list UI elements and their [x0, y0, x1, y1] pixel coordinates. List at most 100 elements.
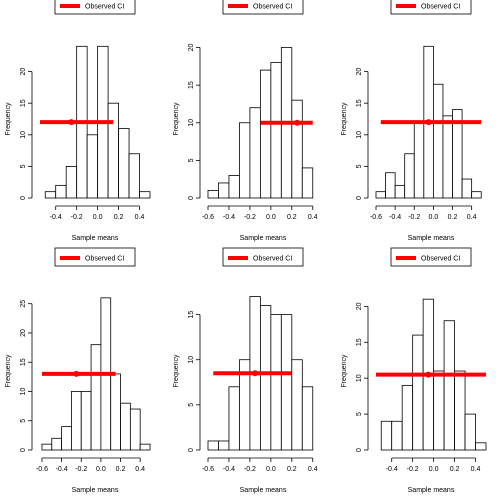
ci-estimate [252, 370, 259, 377]
ci-estimate [425, 371, 432, 378]
x-tick-label: -0.2 [75, 466, 87, 473]
x-tick-label: -0.4 [389, 214, 401, 221]
ci-estimate [68, 119, 75, 126]
bar [280, 314, 293, 451]
bar [139, 443, 151, 451]
y-tick-label: 20 [20, 68, 27, 76]
y-tick-label: 0 [20, 196, 27, 200]
y-tick-label: 0 [188, 196, 195, 200]
bar [461, 178, 473, 199]
x-tick-label: -0.2 [244, 214, 256, 221]
x-tick-label: -0.2 [407, 466, 419, 473]
y-tick-label: 20 [356, 68, 363, 76]
bar [207, 190, 219, 199]
bar [239, 122, 251, 199]
y-axis-title: Frequency [173, 354, 180, 388]
x-tick-label: 0.2 [114, 214, 124, 221]
y-axis-title: Frequency [5, 354, 12, 388]
legend-box [54, 247, 136, 267]
x-axis-title: Sample means [240, 487, 287, 494]
bar [110, 373, 121, 451]
x-tick-label: -0.2 [71, 214, 83, 221]
bar [90, 344, 102, 451]
bar [55, 184, 67, 199]
x-axis-title: Sample means [72, 235, 119, 242]
y-tick-label: 20 [20, 329, 27, 337]
bar [270, 62, 282, 199]
y-tick-label: 5 [188, 403, 195, 407]
bar [128, 153, 140, 199]
x-tick-label: 0.4 [308, 466, 318, 473]
bar [375, 191, 386, 199]
bar [291, 99, 303, 199]
bar [259, 69, 272, 199]
legend-label: Observed CI [85, 3, 124, 10]
bar [71, 391, 82, 451]
legend-label: Observed CI [421, 3, 460, 10]
y-tick-label: 0 [356, 448, 363, 452]
bar [80, 391, 92, 451]
bar [475, 442, 487, 451]
bar [291, 359, 303, 451]
x-tick-label: 0.4 [467, 214, 477, 221]
x-tick-label: -0.2 [244, 466, 256, 473]
y-axis-title: Frequency [173, 102, 180, 136]
x-tick-label: 0.4 [135, 466, 145, 473]
bar [107, 102, 119, 199]
y-tick-label: 5 [20, 419, 27, 423]
x-tick-label: 0.2 [116, 466, 126, 473]
x-tick-label: -0.6 [370, 214, 382, 221]
y-axis-title: Frequency [5, 102, 12, 136]
legend-label: Observed CI [85, 255, 124, 262]
y-tick-label: 15 [356, 99, 363, 107]
x-tick-label: -0.2 [408, 214, 420, 221]
y-tick-label: 15 [20, 99, 27, 107]
y-tick-label: 5 [188, 158, 195, 162]
x-axis-title: Sample means [408, 487, 455, 494]
y-tick-label: 10 [356, 131, 363, 139]
bar [401, 384, 414, 451]
y-tick-label: 10 [356, 374, 363, 382]
bar [301, 167, 314, 199]
y-axis-title: Frequency [341, 102, 348, 136]
bar [120, 402, 131, 451]
x-tick-label: -0.6 [202, 214, 214, 221]
bar [433, 370, 445, 451]
y-tick-label: 0 [188, 448, 195, 452]
x-tick-label: -0.4 [56, 466, 68, 473]
bar [412, 334, 424, 451]
x-tick-label: -0.4 [50, 214, 62, 221]
x-tick-label: -0.4 [223, 214, 235, 221]
bar [394, 184, 406, 199]
x-tick-label: 0.2 [287, 214, 297, 221]
bar [413, 121, 425, 199]
x-tick-label: 0.0 [266, 214, 276, 221]
x-tick-label: 0.2 [287, 466, 297, 473]
bar [228, 386, 240, 451]
x-tick-label: 0.4 [471, 466, 481, 473]
bar [129, 408, 141, 451]
x-tick-label: -0.6 [36, 466, 48, 473]
x-tick-label: 0.4 [308, 214, 318, 221]
x-axis-title: Sample means [240, 235, 287, 242]
x-tick-label: 0.2 [448, 214, 458, 221]
bar [218, 440, 230, 451]
x-tick-label: 0.2 [450, 466, 460, 473]
x-tick-label: 0.4 [135, 214, 145, 221]
bar [452, 109, 463, 199]
y-tick-label: 10 [188, 356, 195, 364]
bar [380, 420, 393, 451]
x-tick-label: 0.0 [93, 214, 103, 221]
legend-box [390, 0, 472, 15]
y-axis-title: Frequency [341, 354, 348, 388]
bar [432, 83, 444, 199]
y-tick-label: 5 [356, 412, 363, 416]
legend-label: Observed CI [253, 255, 292, 262]
bar [218, 182, 230, 199]
bar [270, 314, 282, 451]
y-tick-label: 0 [356, 196, 363, 200]
bar [443, 320, 455, 451]
bar [259, 305, 272, 451]
legend-label: Observed CI [253, 3, 292, 10]
